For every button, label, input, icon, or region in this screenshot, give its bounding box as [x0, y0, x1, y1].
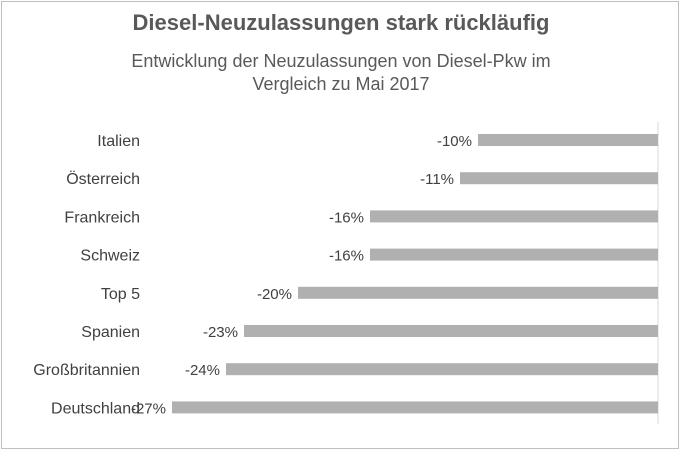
category-label-7: Deutschland: [51, 400, 140, 417]
chart-subtitle-line-1: Entwicklung der Neuzulassungen von Diese…: [131, 51, 551, 71]
data-label-3: -16%: [329, 248, 364, 265]
chart-subtitle: Entwicklung der Neuzulassungen von Diese…: [0, 50, 682, 96]
data-label-1: -11%: [420, 171, 454, 188]
data-label-2: -16%: [329, 209, 364, 226]
bar-1: [460, 172, 658, 185]
category-label-3: Schweiz: [80, 248, 140, 265]
category-label-0: Italien: [97, 133, 140, 150]
bar-4: [298, 286, 658, 299]
category-label-5: Spanien: [81, 324, 140, 341]
data-label-4: -20%: [257, 286, 292, 303]
data-label-7: -27%: [131, 400, 166, 417]
bar-6: [226, 363, 658, 376]
chart-title: Diesel-Neuzulassungen stark rückläufig: [132, 10, 550, 35]
bar-2: [370, 210, 658, 223]
data-label-5: -23%: [203, 324, 238, 341]
bar-3: [370, 248, 658, 261]
data-label-0: -10%: [437, 133, 472, 150]
category-label-2: Frankreich: [64, 209, 140, 226]
bar-7: [172, 401, 658, 414]
category-label-6: Großbritannien: [33, 362, 140, 379]
bar-5: [244, 325, 658, 337]
bar-0: [478, 134, 658, 146]
data-label-6: -24%: [185, 362, 220, 379]
category-label-1: Österreich: [66, 170, 140, 188]
chart-subtitle-line-2: Vergleich zu Mai 2017: [252, 74, 430, 94]
category-label-4: Top 5: [101, 286, 140, 303]
